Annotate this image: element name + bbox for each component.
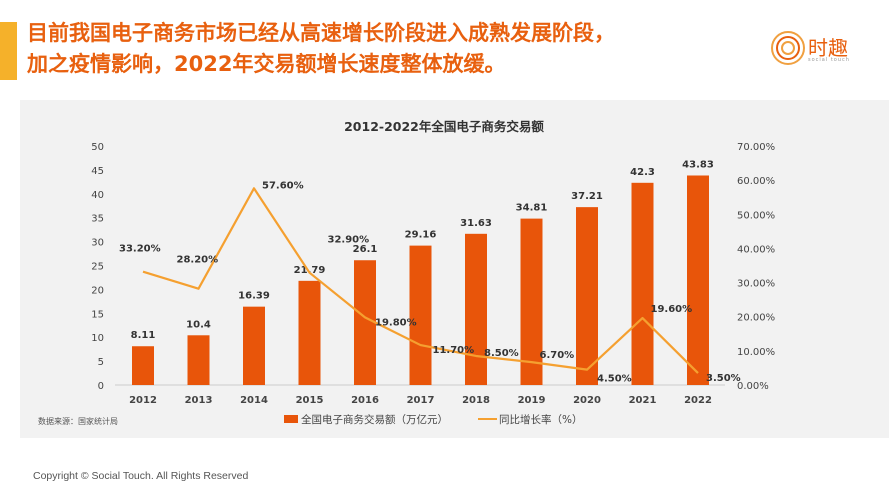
- line-label-2016: 19.80%: [375, 317, 417, 328]
- line-label-2012: 33.20%: [119, 244, 161, 255]
- legend-bar-swatch: [284, 415, 298, 423]
- y-left-tick: 40: [91, 190, 104, 201]
- bar-label-2022: 43.83: [682, 159, 714, 170]
- x-tick-2021: 2021: [629, 395, 657, 406]
- y-left-tick: 5: [98, 357, 104, 368]
- bar-2017: [409, 245, 432, 385]
- line-label-2019: 6.70%: [540, 350, 575, 361]
- logo: 时趣 social touch: [770, 30, 860, 70]
- bar-label-2021: 42.3: [630, 167, 655, 178]
- y-right-tick: 10.00%: [737, 347, 775, 358]
- chart-title: 2012-2022年全国电子商务交易额: [344, 119, 544, 134]
- y-left-tick: 10: [91, 333, 104, 344]
- bar-label-2015: 21.79: [294, 265, 326, 276]
- bar-label-2017: 29.16: [405, 230, 437, 241]
- line-label-2017: 11.70%: [433, 345, 475, 356]
- x-tick-2015: 2015: [296, 395, 324, 406]
- y-right-tick: 60.00%: [737, 176, 775, 187]
- line-label-2015: 32.90%: [328, 235, 370, 246]
- x-tick-2012: 2012: [129, 395, 157, 406]
- bar-2020: [576, 207, 598, 385]
- logo-rings-icon: [771, 31, 805, 65]
- bar-label-2014: 16.39: [238, 291, 270, 302]
- y-right-tick: 50.00%: [737, 210, 775, 221]
- y-right-tick: 30.00%: [737, 279, 775, 290]
- bar-2019: [520, 218, 543, 385]
- y-left-tick: 0: [98, 381, 104, 392]
- bar-2014: [243, 306, 265, 385]
- y-left-tick: 35: [91, 214, 104, 225]
- headline-line-2: 加之疫情影响，2022年交易额增长速度整体放缓。: [27, 52, 506, 76]
- bar-label-2018: 31.63: [460, 218, 492, 229]
- line-label-2021: 19.60%: [651, 304, 693, 315]
- legend-line-label: 同比增长率（%）: [499, 413, 582, 426]
- bar-2013: [187, 335, 210, 385]
- line-label-2020: 4.50%: [597, 374, 632, 385]
- x-tick-2016: 2016: [351, 395, 379, 406]
- bar-2022: [687, 175, 709, 385]
- accent-bar: [0, 22, 17, 80]
- logo-subtext: social touch: [808, 57, 850, 63]
- x-tick-2018: 2018: [462, 395, 490, 406]
- y-right-tick: 20.00%: [737, 313, 775, 324]
- bar-2018: [465, 233, 487, 385]
- x-tick-2020: 2020: [573, 395, 601, 406]
- line-label-2014: 57.60%: [262, 180, 304, 191]
- bar-2015: [298, 280, 321, 385]
- line-label-2013: 28.20%: [177, 255, 219, 266]
- bar-2012: [132, 346, 154, 385]
- y-left-tick: 30: [91, 238, 104, 249]
- headline-line-1: 目前我国电子商务市场已经从高速增长阶段进入成熟发展阶段，: [27, 21, 615, 45]
- bar-label-2013: 10.4: [186, 319, 211, 330]
- y-right-tick: 40.00%: [737, 244, 775, 255]
- bar-label-2012: 8.11: [131, 330, 156, 341]
- legend-bar-label: 全国电子商务交易额（万亿元）: [301, 413, 448, 426]
- y-left-tick: 50: [91, 142, 104, 153]
- bar-2021: [631, 182, 654, 385]
- x-tick-2022: 2022: [684, 395, 712, 406]
- x-tick-2017: 2017: [407, 395, 435, 406]
- line-label-2018: 8.50%: [484, 348, 519, 359]
- headline: 目前我国电子商务市场已经从高速增长阶段进入成熟发展阶段， 加之疫情影响，2022…: [27, 18, 767, 80]
- y-left-tick: 45: [91, 166, 104, 177]
- bar-label-2019: 34.81: [516, 203, 548, 214]
- y-left-tick: 20: [91, 285, 104, 296]
- logo-text: 时趣: [808, 36, 848, 60]
- y-left-tick: 15: [91, 309, 104, 320]
- x-tick-2019: 2019: [518, 395, 546, 406]
- growth-rate-line: [142, 187, 699, 374]
- line-label-2022: 3.50%: [706, 373, 741, 384]
- y-right-tick: 0.00%: [737, 381, 769, 392]
- copyright: Copyright © Social Touch. All Rights Res…: [33, 470, 249, 482]
- x-tick-2013: 2013: [185, 395, 213, 406]
- bar-label-2016: 26.1: [353, 244, 378, 255]
- bar-2016: [354, 260, 376, 385]
- y-left-tick: 25: [91, 262, 104, 273]
- x-tick-2014: 2014: [240, 395, 268, 406]
- y-right-tick: 70.00%: [737, 142, 775, 153]
- data-source: 数据来源：国家统计局: [38, 416, 118, 426]
- chart-panel: [20, 100, 889, 438]
- bar-label-2020: 37.21: [571, 191, 603, 202]
